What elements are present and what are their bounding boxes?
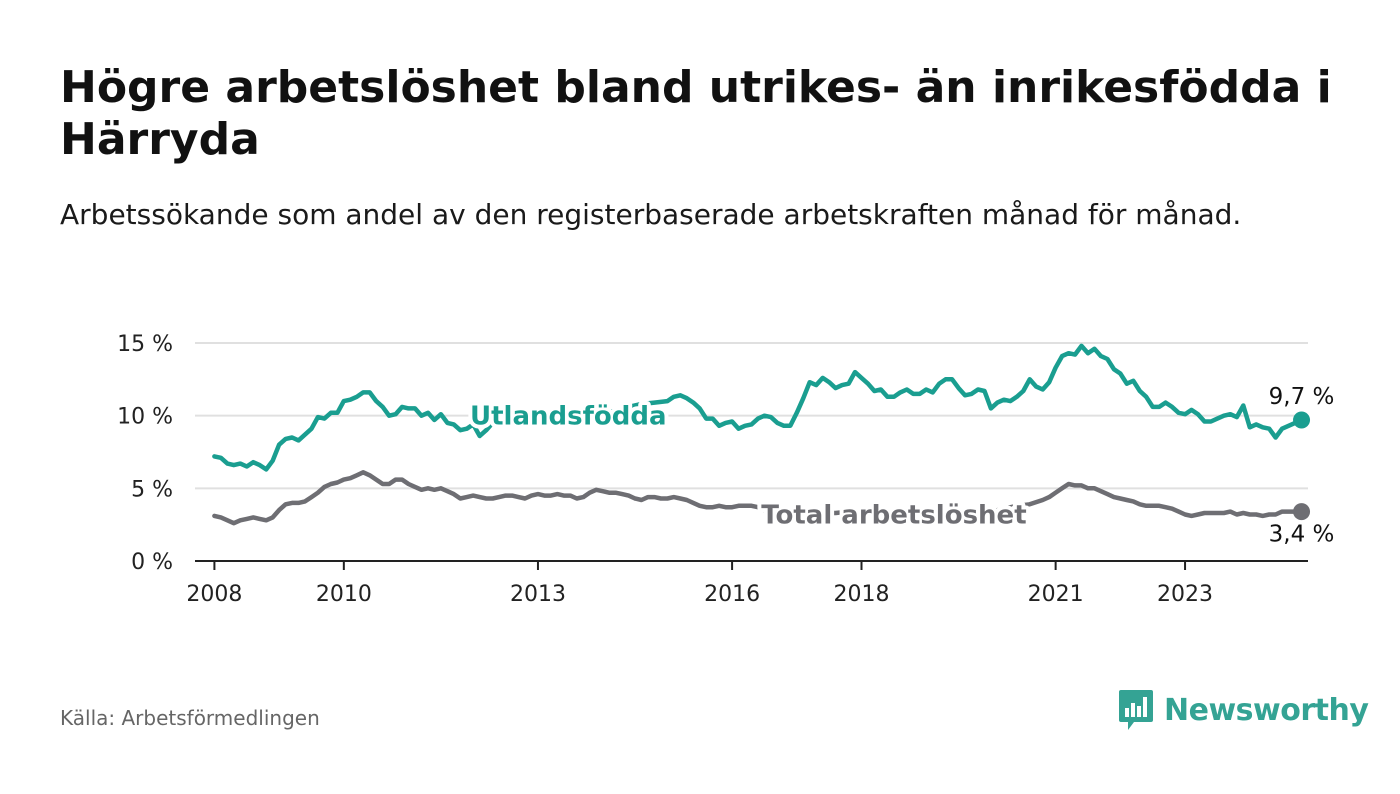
y-tick-label: 10 % <box>117 405 173 430</box>
axes: 0 % 5 % 10 % 15 % 2008 2010 2013 2016 2018 2021 20… <box>117 332 1308 607</box>
end-value-label-utlandsfodda: 9,7 % <box>1269 384 1335 410</box>
chart-title: Högre arbetslöshet bland utrikes- än inr… <box>60 62 1332 165</box>
series-line-total-arbetsloshet <box>212 470 1304 526</box>
series-label-utlandsfodda: Utlandsfödda <box>470 402 667 432</box>
series-label-total-arbetsloshet: Total arbetslöshet <box>761 500 1026 530</box>
source-note: Källa: Arbetsförmedlingen <box>60 706 320 730</box>
line-chart: 0 % 5 % 10 % 15 % 2008 2010 2013 2016 2018 2021 20… <box>117 332 1335 607</box>
grid-lines <box>195 342 1308 490</box>
x-tick-label: 2016 <box>704 582 760 607</box>
x-tick-label: 2023 <box>1157 582 1213 607</box>
series-line-utlandsfodda <box>212 343 1304 472</box>
y-tick-label: 0 % <box>131 550 173 575</box>
chart-subtitle: Arbetssökande som andel av den registerb… <box>60 198 1242 231</box>
end-value-label-total-arbetsloshet: 3,4 % <box>1269 522 1335 548</box>
brand-logo[interactable]: Newsworthy <box>1118 688 1369 732</box>
brand-name: Newsworthy <box>1164 692 1369 728</box>
y-tick-label: 5 % <box>131 477 173 502</box>
x-tick-label: 2013 <box>510 582 566 607</box>
bar-chart-logo-icon <box>1119 690 1153 730</box>
end-point-utlandsfodda <box>1293 411 1311 429</box>
y-tick-label: 15 % <box>117 332 173 357</box>
series-labels: 9,7 % 3,4 % Utlandsfödda Total arbetslöshet <box>466 384 1335 548</box>
x-tick-label: 2018 <box>834 582 890 607</box>
series-lines <box>212 343 1311 526</box>
end-point-total-arbetsloshet <box>1293 503 1311 521</box>
x-tick-label: 2008 <box>186 582 242 607</box>
x-tick-label: 2021 <box>1028 582 1084 607</box>
x-tick-label: 2010 <box>316 582 372 607</box>
